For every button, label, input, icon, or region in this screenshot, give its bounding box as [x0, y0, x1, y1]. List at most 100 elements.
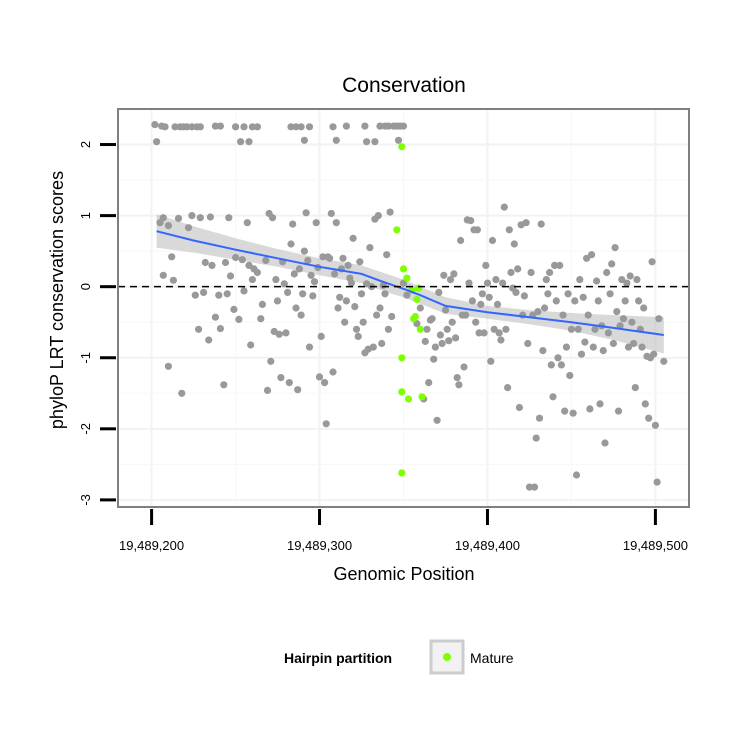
data-point: [541, 304, 549, 312]
data-point: [564, 290, 572, 298]
data-point: [561, 407, 569, 415]
data-point: [349, 234, 357, 242]
data-point: [621, 297, 629, 305]
data-point: [399, 122, 408, 130]
data-point: [566, 371, 574, 380]
y-tick-label: 2: [78, 141, 93, 148]
data-point: [440, 271, 448, 279]
data-point: [373, 311, 381, 319]
data-point: [443, 325, 451, 333]
data-point: [211, 313, 219, 321]
data-point: [300, 136, 308, 144]
data-point: [534, 308, 542, 316]
data-point: [275, 330, 283, 338]
data-point: [497, 336, 505, 344]
data-point: [258, 300, 266, 308]
data-point: [552, 297, 560, 305]
data-point: [230, 305, 238, 313]
data-point: [547, 361, 555, 369]
data-point: [262, 256, 270, 264]
data-point: [342, 297, 350, 305]
data-point: [613, 308, 621, 316]
data-point: [245, 138, 253, 146]
data-point: [428, 315, 436, 323]
data-point: [655, 315, 663, 323]
data-point: [505, 226, 513, 234]
x-tick-label: 19,489,400: [455, 538, 520, 553]
data-point: [510, 240, 518, 248]
data-point: [285, 379, 293, 387]
data-point: [232, 253, 240, 262]
data-point: [472, 318, 480, 326]
data-point: [572, 471, 581, 479]
mature-point: [418, 393, 426, 401]
data-point: [579, 293, 587, 301]
data-point: [473, 226, 481, 234]
data-point: [200, 288, 208, 296]
data-point: [161, 123, 169, 131]
data-point: [178, 389, 186, 397]
data-point: [581, 338, 589, 346]
data-point: [196, 214, 204, 222]
data-point: [352, 325, 361, 333]
data-point: [532, 434, 540, 442]
data-point: [436, 331, 444, 339]
data-point: [351, 303, 359, 311]
data-point: [482, 261, 490, 269]
data-point: [248, 123, 256, 131]
data-point: [329, 123, 337, 131]
data-point: [332, 219, 340, 227]
data-point: [559, 311, 567, 319]
data-point: [423, 325, 431, 333]
data-point: [441, 306, 450, 314]
data-point: [263, 386, 272, 394]
data-point: [331, 270, 339, 278]
data-point: [221, 258, 230, 267]
data-point: [208, 261, 216, 269]
data-point: [326, 254, 334, 262]
data-point: [490, 325, 498, 333]
data-point: [220, 381, 228, 389]
data-point: [594, 297, 602, 305]
data-point: [554, 354, 562, 362]
legend: Hairpin partition Mature: [284, 639, 514, 675]
data-point: [201, 258, 209, 267]
data-point: [549, 393, 557, 401]
data-point: [211, 122, 219, 130]
data-point: [310, 278, 319, 286]
data-point: [571, 297, 579, 305]
data-point: [272, 276, 280, 284]
data-point: [589, 343, 597, 351]
mature-point: [398, 469, 406, 477]
data-point: [628, 318, 636, 326]
data-point: [302, 209, 310, 217]
data-point: [500, 203, 508, 211]
data-point: [604, 329, 613, 337]
data-point: [562, 343, 571, 351]
legend-title: Hairpin partition: [284, 650, 392, 666]
data-point: [299, 290, 307, 298]
data-point: [430, 355, 438, 363]
data-point: [601, 439, 609, 447]
data-point: [309, 292, 317, 300]
data-point: [153, 138, 161, 146]
data-point: [467, 217, 475, 225]
data-point: [624, 343, 633, 351]
data-point: [183, 123, 191, 131]
data-point: [347, 279, 355, 287]
data-point: [492, 276, 500, 284]
data-point: [287, 123, 295, 131]
data-point: [640, 304, 648, 312]
data-point: [282, 329, 290, 337]
y-tick-label: 0: [78, 283, 93, 290]
data-point: [238, 256, 246, 264]
data-point: [248, 276, 256, 284]
data-point: [438, 339, 446, 348]
data-point: [344, 261, 352, 269]
data-point: [488, 236, 497, 245]
data-point: [294, 386, 302, 394]
data-point: [195, 325, 203, 333]
data-point: [366, 244, 374, 252]
data-point: [551, 261, 559, 269]
data-point: [386, 208, 394, 216]
